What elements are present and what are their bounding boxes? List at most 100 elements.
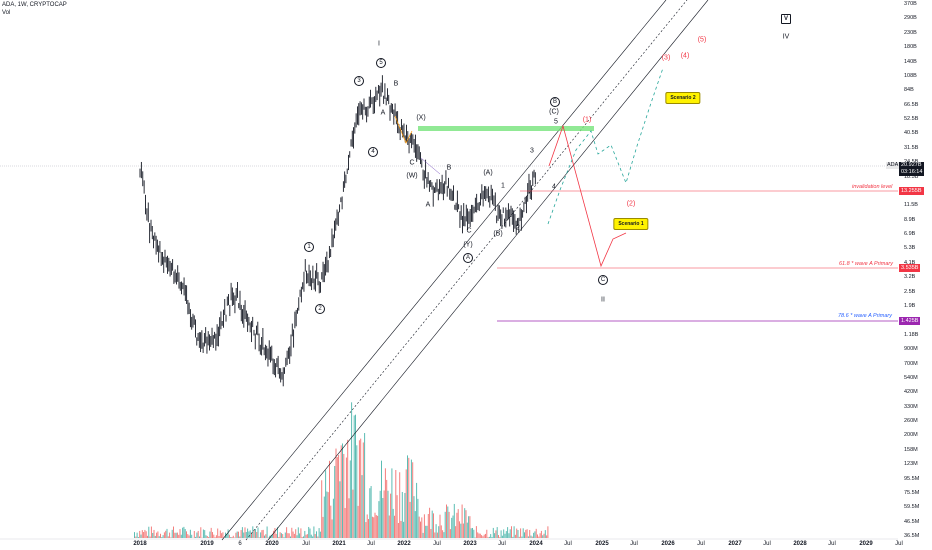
volume-bar (410, 459, 412, 538)
time-tick: 2018 (133, 541, 147, 547)
volume-bar (247, 528, 249, 538)
wave-label-p4: (4) (680, 52, 690, 60)
symbol-title[interactable]: ADA, 1W, CRYPTOCAP (2, 2, 67, 8)
volume-bar (487, 537, 489, 538)
volume-bar (395, 470, 397, 538)
volume-bar (384, 468, 386, 538)
volume-bar (478, 533, 480, 538)
price-tick: 158M (904, 446, 918, 453)
volume-bar (501, 535, 503, 538)
volume-bar (317, 536, 319, 538)
volume-bar (336, 457, 338, 538)
volume-bar (413, 496, 415, 538)
price-tick: 230B (904, 29, 917, 36)
volume-bar (197, 530, 199, 538)
volume-bar (214, 537, 216, 538)
time-tick: 2025 (595, 541, 609, 547)
price-tick: 140B (904, 58, 917, 65)
wave-label-p1: (1) (582, 116, 592, 124)
volume-bar (492, 527, 494, 538)
channel-mid-line (245, 0, 688, 541)
volume-bar (163, 532, 165, 538)
volume-bar (386, 479, 388, 538)
volume-bar (248, 531, 250, 538)
volume-bar (322, 516, 324, 538)
volume-bar (339, 481, 341, 538)
volume-bar (296, 535, 298, 538)
volume-bar (165, 530, 167, 538)
volume-bar (390, 493, 392, 538)
scenario-1-note[interactable]: Scenario 1 (613, 218, 649, 230)
volume-bar (518, 536, 520, 538)
wave-label-i1: 1 (501, 182, 505, 190)
volume-bar (481, 535, 483, 538)
price-tick: 3.2B (904, 274, 916, 281)
volume-bar (420, 521, 421, 538)
price-tick: 8.9B (904, 216, 916, 223)
volume-bar (158, 536, 160, 538)
volume-bar (434, 532, 436, 538)
volume-bar (469, 516, 471, 538)
wave-label-I: I (378, 40, 380, 48)
volume-bar (447, 506, 449, 538)
volume-bar (326, 491, 328, 538)
volume-bar (170, 537, 172, 538)
volume-bar (526, 529, 528, 538)
scenario-2-note[interactable]: Scenario 2 (665, 92, 701, 104)
volume-bar (440, 525, 442, 538)
volume-bar (379, 490, 381, 538)
volume-bar (313, 526, 315, 538)
current-price-value: 20.927B (901, 162, 922, 168)
volume-bar (280, 533, 282, 538)
time-tick: 2027 (728, 541, 742, 547)
volume-bar (455, 526, 457, 538)
volume-bar (187, 534, 189, 538)
volume-bar (238, 531, 239, 538)
price-tick: 180B (904, 44, 917, 51)
volume-bar (400, 520, 402, 538)
volume-bar (383, 490, 385, 538)
volume-bar (274, 528, 276, 538)
volume-bar (205, 535, 207, 538)
volume-bar (257, 527, 259, 538)
volume-bar (362, 442, 364, 538)
price-bars (139, 75, 536, 387)
volume-bar (414, 511, 416, 538)
volume-bar (488, 536, 490, 538)
volume-bar (351, 402, 353, 538)
volume-bar (210, 527, 212, 538)
volume-bar (260, 532, 262, 538)
volume-bar (258, 537, 260, 538)
volume-bar (230, 537, 232, 538)
volume-bar (176, 532, 178, 538)
wave-label-C-low: C (466, 227, 472, 235)
volume-bar (319, 531, 321, 538)
volume-bar (468, 516, 470, 538)
wave-label-B-mid: B (393, 80, 399, 88)
volume-bar (538, 536, 540, 538)
wave-label-paren-A: (A) (483, 169, 493, 177)
price-tick: 370B (904, 1, 917, 7)
volume-bar (144, 529, 146, 538)
volume-bar (202, 529, 204, 538)
volume-bar (466, 522, 468, 538)
wave-label-II: II (601, 296, 605, 304)
wave-label-i2: 2 (516, 224, 520, 232)
volume-bar (136, 532, 138, 538)
volume-bar (152, 532, 154, 538)
price-tick: 59.5M (904, 504, 920, 511)
volume-bar (221, 533, 223, 538)
volume-bar (464, 508, 466, 538)
volume-bar (308, 526, 310, 538)
volume-bar (290, 536, 291, 538)
volume-bar (149, 536, 151, 538)
wave-b-line (420, 157, 441, 175)
volume-bars (134, 402, 549, 538)
time-tick: Jul (763, 541, 771, 547)
volume-bar (243, 532, 245, 538)
price-tick: 290B (904, 15, 917, 22)
volume-bar (222, 532, 224, 538)
volume-bar (475, 526, 477, 538)
volume-bar (332, 498, 334, 538)
